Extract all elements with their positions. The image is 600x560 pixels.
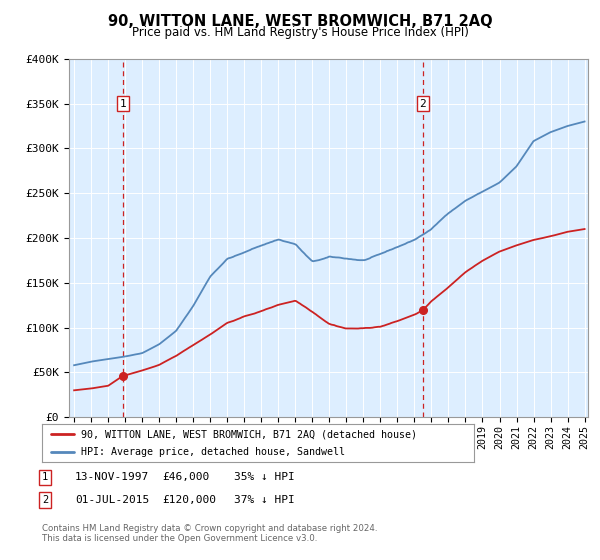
- Text: 2: 2: [42, 495, 48, 505]
- Text: 90, WITTON LANE, WEST BROMWICH, B71 2AQ: 90, WITTON LANE, WEST BROMWICH, B71 2AQ: [107, 14, 493, 29]
- Text: 37% ↓ HPI: 37% ↓ HPI: [234, 495, 295, 505]
- Text: 13-NOV-1997: 13-NOV-1997: [75, 472, 149, 482]
- Text: 1: 1: [119, 99, 127, 109]
- Text: Contains HM Land Registry data © Crown copyright and database right 2024.
This d: Contains HM Land Registry data © Crown c…: [42, 524, 377, 543]
- Text: HPI: Average price, detached house, Sandwell: HPI: Average price, detached house, Sand…: [81, 447, 345, 457]
- Text: Price paid vs. HM Land Registry's House Price Index (HPI): Price paid vs. HM Land Registry's House …: [131, 26, 469, 39]
- Text: £120,000: £120,000: [162, 495, 216, 505]
- Text: 01-JUL-2015: 01-JUL-2015: [75, 495, 149, 505]
- Text: 1: 1: [42, 472, 48, 482]
- Text: 35% ↓ HPI: 35% ↓ HPI: [234, 472, 295, 482]
- Text: £46,000: £46,000: [162, 472, 209, 482]
- Text: 90, WITTON LANE, WEST BROMWICH, B71 2AQ (detached house): 90, WITTON LANE, WEST BROMWICH, B71 2AQ …: [81, 429, 417, 439]
- Text: 2: 2: [419, 99, 427, 109]
